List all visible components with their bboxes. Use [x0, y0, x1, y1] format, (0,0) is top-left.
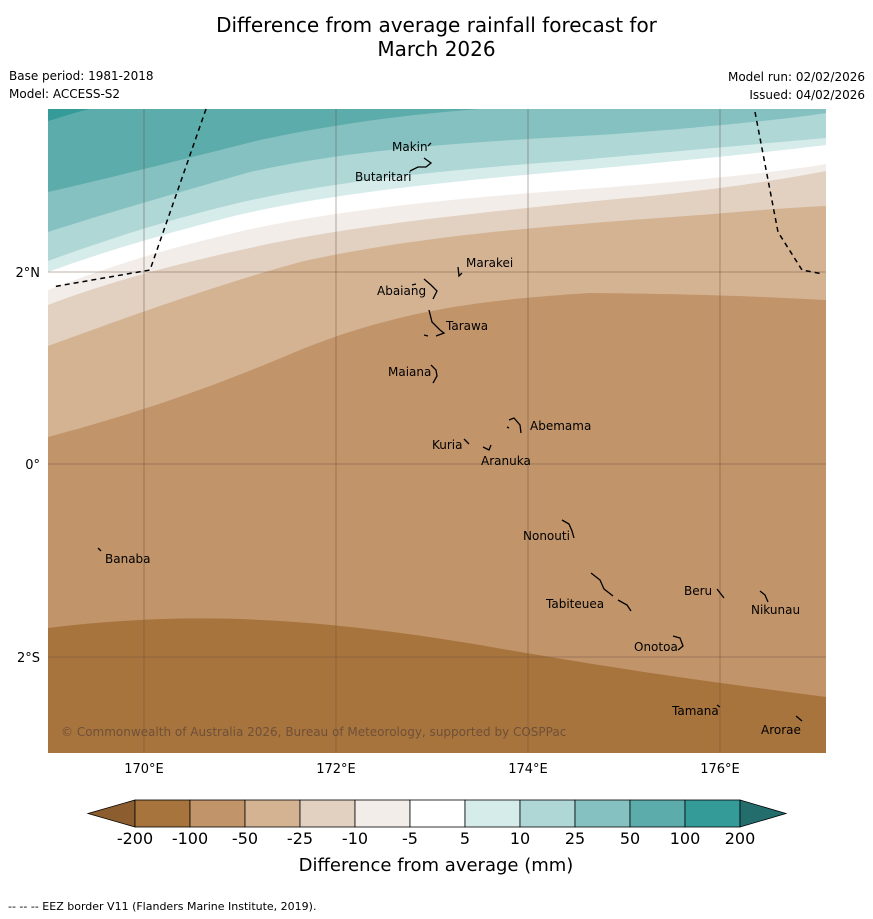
colorbar-segment [189, 799, 246, 828]
island-beru [716, 588, 725, 599]
base-period: Base period: 1981-2018 [9, 69, 154, 83]
island-tamana [716, 704, 721, 708]
label-aranuka: Aranuka [481, 454, 531, 468]
colorbar-under-arrow [86, 799, 136, 828]
colorbar-tick-label: 50 [620, 829, 640, 848]
colorbar-title: Difference from average (mm) [299, 855, 574, 876]
label-beru: Beru [684, 584, 712, 598]
colorbar-tick-label: 200 [725, 829, 756, 848]
colorbar-tick-label: -50 [232, 829, 258, 848]
colorbar-segment [244, 799, 301, 828]
label-abaiang: Abaiang [377, 284, 426, 298]
label-nonouti: Nonouti [523, 529, 570, 543]
lat-label-0: 0° [25, 458, 40, 473]
eez-border [51, 108, 824, 288]
contour-bands [48, 109, 826, 753]
label-tamana: Tamana [671, 704, 719, 718]
colorbar-segment [574, 799, 631, 828]
colorbar-tick-label: -5 [402, 829, 418, 848]
graticule [48, 109, 826, 753]
lat-label-2n: 2°N [16, 266, 41, 281]
band-50-100 [48, 109, 480, 192]
colorbar-over-arrow [739, 799, 788, 828]
map-title-line2: March 2026 [377, 37, 496, 61]
colorbar-segment [629, 799, 686, 828]
map-title-line1: Difference from average rainfall forecas… [216, 13, 657, 37]
colorbar-tick-label: 10 [510, 829, 530, 848]
label-butaritari: Butaritari [355, 170, 412, 184]
colorbar-segment [684, 799, 741, 828]
model-name: Model: ACCESS-S2 [9, 87, 121, 101]
colorbar-segment [519, 799, 576, 828]
island-tabiteuea [590, 572, 632, 612]
colorbar-segment [464, 799, 521, 828]
lat-label-2s: 2°S [17, 651, 40, 666]
lon-label-172e: 172°E [316, 762, 356, 777]
label-tabiteuea: Tabiteuea [545, 597, 604, 611]
eez-border-east [754, 111, 824, 275]
place-labels: Makin Butaritari Marakei Abaiang Tarawa … [105, 140, 801, 737]
island-abemama [506, 417, 522, 434]
colorbar-tick-label: -10 [342, 829, 368, 848]
island-abaiang [411, 278, 438, 300]
colorbar-tick-label: 25 [565, 829, 585, 848]
label-arorae: Arorae [761, 723, 801, 737]
label-onotoa: Onotoa [634, 640, 678, 654]
copyright-notice: © Commonwealth of Australia 2026, Bureau… [61, 725, 566, 739]
island-maiana [430, 364, 438, 384]
colorbar-tick-label: 100 [670, 829, 701, 848]
axis-labels: 170°E 172°E 174°E 176°E 2°N 0° 2°S [16, 266, 740, 777]
island-nonouti [561, 519, 575, 539]
colorbar-segment [134, 799, 191, 828]
issued-date: Issued: 04/02/2026 [749, 88, 865, 102]
label-marakei: Marakei [466, 256, 513, 270]
island-tarawa [423, 309, 446, 337]
lon-label-170e: 170°E [124, 762, 164, 777]
colorbar-tick-label: -200 [117, 829, 153, 848]
lon-label-174e: 174°E [508, 762, 548, 777]
colorbar-tick-label: -25 [287, 829, 313, 848]
lon-label-176e: 176°E [700, 762, 740, 777]
label-banaba: Banaba [105, 552, 151, 566]
label-makin: Makin [392, 140, 428, 154]
label-nikunau: Nikunau [751, 603, 800, 617]
island-outlines [97, 142, 803, 722]
colorbar-segment [299, 799, 356, 828]
island-nikunau [759, 590, 769, 603]
island-banaba [97, 547, 102, 552]
label-tarawa: Tarawa [445, 319, 488, 333]
island-marakei [457, 266, 463, 278]
eez-footnote: -- -- -- EEZ border V11 (Flanders Marine… [8, 900, 317, 913]
colorbar-tick-label: -100 [172, 829, 208, 848]
colorbar-tick-label: 5 [460, 829, 470, 848]
label-maiana: Maiana [388, 365, 431, 379]
label-kuria: Kuria [432, 438, 463, 452]
colorbar: -200 -100 -50 -25 -10 -5 5 10 25 50 100 200 [86, 799, 788, 848]
model-run: Model run: 02/02/2026 [727, 70, 865, 84]
colorbar-segment [409, 799, 466, 828]
label-abemama: Abemama [530, 419, 591, 433]
colorbar-segment [354, 799, 411, 828]
band-100-200 [48, 109, 90, 121]
island-kuria-aranuka [463, 438, 492, 451]
eez-border-west [51, 108, 207, 288]
island-arorae [795, 715, 803, 722]
island-onotoa [672, 635, 684, 651]
island-makin-butaritari [409, 142, 433, 172]
